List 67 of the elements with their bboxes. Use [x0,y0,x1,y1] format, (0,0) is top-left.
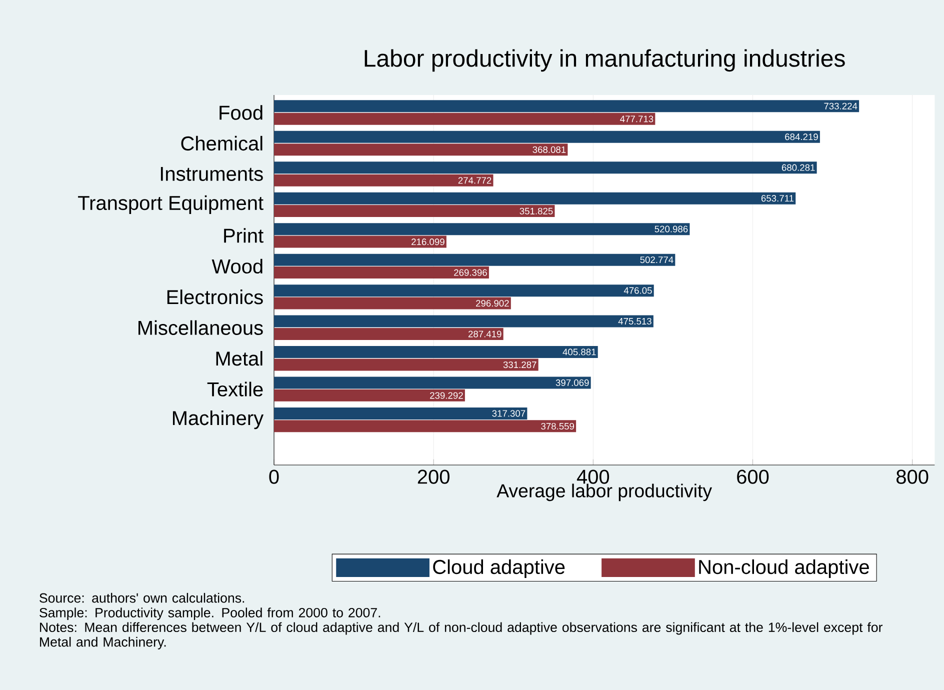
bar [274,100,860,112]
y-tick-label: Miscellaneous [138,320,263,335]
y-tick-label: Print [224,228,264,243]
data-label: 653.711 [761,195,794,202]
data-label: 733.224 [824,102,858,110]
bar [274,112,656,125]
data-label: 502.774 [640,256,674,264]
bar [274,130,820,143]
bar [274,192,796,204]
y-tick-label: Electronics [167,290,263,304]
data-label: 269.396 [454,269,487,276]
bar [274,358,538,371]
data-label: 274.772 [458,177,492,184]
bar [274,420,576,432]
legend-label: Cloud adaptive [433,559,565,578]
bar [274,376,591,389]
bar [274,162,817,174]
data-label: 378.559 [541,422,574,430]
data-label: 216.099 [412,238,444,246]
y-tick-label: Machinery [172,410,264,430]
y-tick-label: Instruments [160,167,263,181]
data-label: 331.287 [503,361,536,368]
data-label: 684.219 [785,134,818,140]
bar [274,346,598,358]
y-tick-label: Wood [212,258,262,274]
bar [274,315,654,328]
x-tick-label: 400 [576,470,610,484]
bar [274,407,528,420]
y-tick-label: Chemical [181,136,262,151]
data-label: 317.307 [492,410,526,417]
legend-label: Non-cloud adaptive [699,559,869,578]
data-label: 296.902 [476,300,509,307]
bar [274,254,676,266]
bar [274,389,465,402]
data-label: 520.986 [654,226,688,232]
y-tick-label: Food [220,105,262,120]
text: Sample: Productivity sample. Pooled from 2000 to 2007. [40,608,380,620]
data-label: 680.281 [782,164,815,171]
data-label: 351.825 [520,208,553,214]
x-tick-label: 600 [737,470,769,484]
bar [274,205,555,218]
data-label: 287.419 [468,330,502,338]
y-tick-label: Transport Equipment [78,195,264,214]
data-label: 477.713 [620,116,654,122]
data-label: 239.292 [430,392,463,399]
y-tick-label: Metal [216,351,262,366]
bar [274,284,654,297]
x-tick-label: 200 [418,470,450,484]
y-tick-label: Textile [207,382,263,396]
data-label: 475.513 [618,318,652,325]
data-label: 476.05 [624,287,652,294]
source-note: Source: authors' own calculations. [40,592,244,603]
bar [274,297,511,310]
bar [274,236,446,248]
bar [274,223,690,236]
bar [274,144,568,156]
data-label: 397.069 [556,379,589,386]
bar [274,266,489,279]
data-label: 368.081 [532,146,566,153]
x-axis-title: Average labor productivity [496,484,712,502]
bar [274,328,504,340]
bar [274,174,494,186]
chart-title: Labor productivity in manufacturing industries [364,49,845,72]
text: Notes: Mean differences between Y/L of cloud adaptive and Y/L of non-cloud adaptive observations are significant at the 1%-level except for Metal and Machinery. [40,622,883,650]
x-tick-label: 0 [269,470,279,484]
data-label: 405.881 [562,348,596,356]
x-tick-label: 800 [896,470,928,484]
